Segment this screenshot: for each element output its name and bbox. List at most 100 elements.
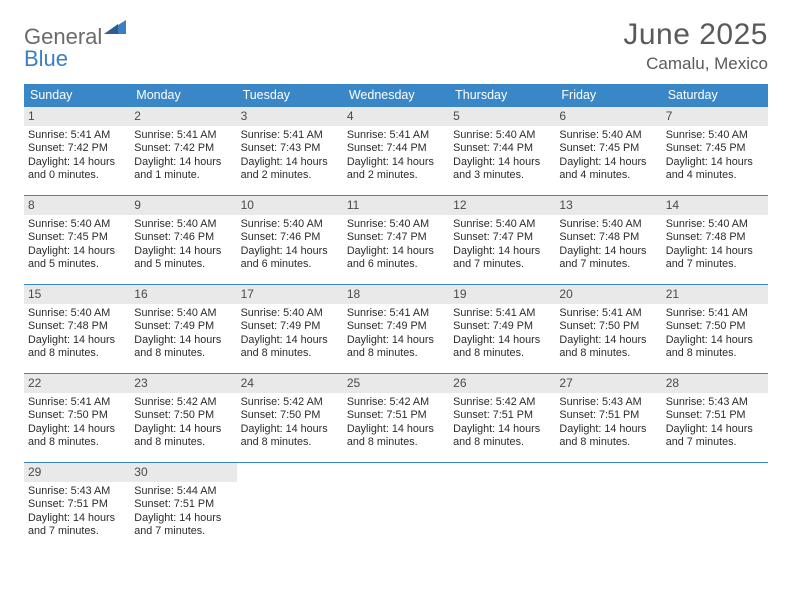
daylight-line: Daylight: 14 hours and 8 minutes. xyxy=(28,334,126,361)
day-cell: 19Sunrise: 5:41 AMSunset: 7:49 PMDayligh… xyxy=(449,285,555,369)
day-cell: 11Sunrise: 5:40 AMSunset: 7:47 PMDayligh… xyxy=(343,196,449,280)
brand-part2: Blue xyxy=(24,46,68,71)
day-cell: 16Sunrise: 5:40 AMSunset: 7:49 PMDayligh… xyxy=(130,285,236,369)
day-number: 10 xyxy=(237,196,343,215)
day-cell: 21Sunrise: 5:41 AMSunset: 7:50 PMDayligh… xyxy=(662,285,768,369)
sunset-line: Sunset: 7:44 PM xyxy=(347,142,445,155)
sunrise-line: Sunrise: 5:41 AM xyxy=(347,307,445,320)
sunset-line: Sunset: 7:49 PM xyxy=(134,320,232,333)
month-title: June 2025 xyxy=(623,18,768,52)
weeks-container: 1Sunrise: 5:41 AMSunset: 7:42 PMDaylight… xyxy=(24,107,768,547)
daylight-line: Daylight: 14 hours and 8 minutes. xyxy=(241,334,339,361)
day-number: 22 xyxy=(24,374,130,393)
sunset-line: Sunset: 7:43 PM xyxy=(241,142,339,155)
sunset-line: Sunset: 7:46 PM xyxy=(134,231,232,244)
daylight-line: Daylight: 14 hours and 7 minutes. xyxy=(666,423,764,450)
sunrise-line: Sunrise: 5:42 AM xyxy=(347,396,445,409)
sunset-line: Sunset: 7:50 PM xyxy=(134,409,232,422)
calendar-grid: SundayMondayTuesdayWednesdayThursdayFrid… xyxy=(24,84,768,547)
day-cell: 27Sunrise: 5:43 AMSunset: 7:51 PMDayligh… xyxy=(555,374,661,458)
daylight-line: Daylight: 14 hours and 6 minutes. xyxy=(241,245,339,272)
sunrise-line: Sunrise: 5:42 AM xyxy=(241,396,339,409)
sunset-line: Sunset: 7:51 PM xyxy=(559,409,657,422)
week-row: 15Sunrise: 5:40 AMSunset: 7:48 PMDayligh… xyxy=(24,284,768,369)
sunset-line: Sunset: 7:50 PM xyxy=(666,320,764,333)
sunset-line: Sunset: 7:50 PM xyxy=(241,409,339,422)
day-cell: 5Sunrise: 5:40 AMSunset: 7:44 PMDaylight… xyxy=(449,107,555,191)
sunset-line: Sunset: 7:46 PM xyxy=(241,231,339,244)
sunset-line: Sunset: 7:51 PM xyxy=(453,409,551,422)
day-number: 1 xyxy=(24,107,130,126)
day-cell: 30Sunrise: 5:44 AMSunset: 7:51 PMDayligh… xyxy=(130,463,236,547)
daylight-line: Daylight: 14 hours and 6 minutes. xyxy=(347,245,445,272)
sunset-line: Sunset: 7:51 PM xyxy=(347,409,445,422)
day-number: 4 xyxy=(343,107,449,126)
day-cell: 10Sunrise: 5:40 AMSunset: 7:46 PMDayligh… xyxy=(237,196,343,280)
day-cell: 6Sunrise: 5:40 AMSunset: 7:45 PMDaylight… xyxy=(555,107,661,191)
daylight-line: Daylight: 14 hours and 3 minutes. xyxy=(453,156,551,183)
day-number: 8 xyxy=(24,196,130,215)
daylight-line: Daylight: 14 hours and 8 minutes. xyxy=(241,423,339,450)
sunset-line: Sunset: 7:51 PM xyxy=(666,409,764,422)
daylight-line: Daylight: 14 hours and 8 minutes. xyxy=(28,423,126,450)
day-number: 16 xyxy=(130,285,236,304)
daylight-line: Daylight: 14 hours and 8 minutes. xyxy=(134,423,232,450)
day-number: 29 xyxy=(24,463,130,482)
day-number: 26 xyxy=(449,374,555,393)
day-cell-empty xyxy=(555,463,661,547)
day-number: 25 xyxy=(343,374,449,393)
day-cell: 29Sunrise: 5:43 AMSunset: 7:51 PMDayligh… xyxy=(24,463,130,547)
sunrise-line: Sunrise: 5:40 AM xyxy=(347,218,445,231)
sunrise-line: Sunrise: 5:43 AM xyxy=(559,396,657,409)
day-cell: 9Sunrise: 5:40 AMSunset: 7:46 PMDaylight… xyxy=(130,196,236,280)
day-cell: 26Sunrise: 5:42 AMSunset: 7:51 PMDayligh… xyxy=(449,374,555,458)
day-number: 13 xyxy=(555,196,661,215)
day-cell: 15Sunrise: 5:40 AMSunset: 7:48 PMDayligh… xyxy=(24,285,130,369)
sunrise-line: Sunrise: 5:41 AM xyxy=(453,307,551,320)
daylight-line: Daylight: 14 hours and 7 minutes. xyxy=(453,245,551,272)
daylight-line: Daylight: 14 hours and 2 minutes. xyxy=(241,156,339,183)
sunrise-line: Sunrise: 5:40 AM xyxy=(453,129,551,142)
calendar-page: General Blue June 2025 Camalu, Mexico Su… xyxy=(0,0,792,547)
day-number: 6 xyxy=(555,107,661,126)
day-cell: 12Sunrise: 5:40 AMSunset: 7:47 PMDayligh… xyxy=(449,196,555,280)
day-cell-empty xyxy=(449,463,555,547)
day-cell: 13Sunrise: 5:40 AMSunset: 7:48 PMDayligh… xyxy=(555,196,661,280)
sunrise-line: Sunrise: 5:44 AM xyxy=(134,485,232,498)
sunset-line: Sunset: 7:47 PM xyxy=(453,231,551,244)
day-cell: 24Sunrise: 5:42 AMSunset: 7:50 PMDayligh… xyxy=(237,374,343,458)
sunset-line: Sunset: 7:48 PM xyxy=(666,231,764,244)
day-cell: 4Sunrise: 5:41 AMSunset: 7:44 PMDaylight… xyxy=(343,107,449,191)
daylight-line: Daylight: 14 hours and 4 minutes. xyxy=(559,156,657,183)
day-number: 20 xyxy=(555,285,661,304)
day-cell-empty xyxy=(662,463,768,547)
day-number: 14 xyxy=(662,196,768,215)
day-number: 5 xyxy=(449,107,555,126)
week-row: 8Sunrise: 5:40 AMSunset: 7:45 PMDaylight… xyxy=(24,195,768,280)
day-of-week-label: Tuesday xyxy=(237,84,343,107)
day-cell-empty xyxy=(237,463,343,547)
day-number: 18 xyxy=(343,285,449,304)
day-number: 3 xyxy=(237,107,343,126)
sunset-line: Sunset: 7:51 PM xyxy=(134,498,232,511)
daylight-line: Daylight: 14 hours and 7 minutes. xyxy=(134,512,232,539)
sunset-line: Sunset: 7:51 PM xyxy=(28,498,126,511)
day-number: 17 xyxy=(237,285,343,304)
daylight-line: Daylight: 14 hours and 8 minutes. xyxy=(559,334,657,361)
daylight-line: Daylight: 14 hours and 2 minutes. xyxy=(347,156,445,183)
day-cell: 17Sunrise: 5:40 AMSunset: 7:49 PMDayligh… xyxy=(237,285,343,369)
sunrise-line: Sunrise: 5:43 AM xyxy=(666,396,764,409)
sunset-line: Sunset: 7:45 PM xyxy=(666,142,764,155)
title-block: June 2025 Camalu, Mexico xyxy=(623,18,768,74)
sunrise-line: Sunrise: 5:40 AM xyxy=(666,218,764,231)
day-of-week-label: Saturday xyxy=(662,84,768,107)
sunset-line: Sunset: 7:50 PM xyxy=(28,409,126,422)
day-number: 23 xyxy=(130,374,236,393)
day-number: 7 xyxy=(662,107,768,126)
daylight-line: Daylight: 14 hours and 1 minute. xyxy=(134,156,232,183)
logo-triangle-icon xyxy=(104,18,126,34)
day-cell: 20Sunrise: 5:41 AMSunset: 7:50 PMDayligh… xyxy=(555,285,661,369)
sunset-line: Sunset: 7:49 PM xyxy=(453,320,551,333)
day-of-week-label: Thursday xyxy=(449,84,555,107)
sunset-line: Sunset: 7:48 PM xyxy=(559,231,657,244)
